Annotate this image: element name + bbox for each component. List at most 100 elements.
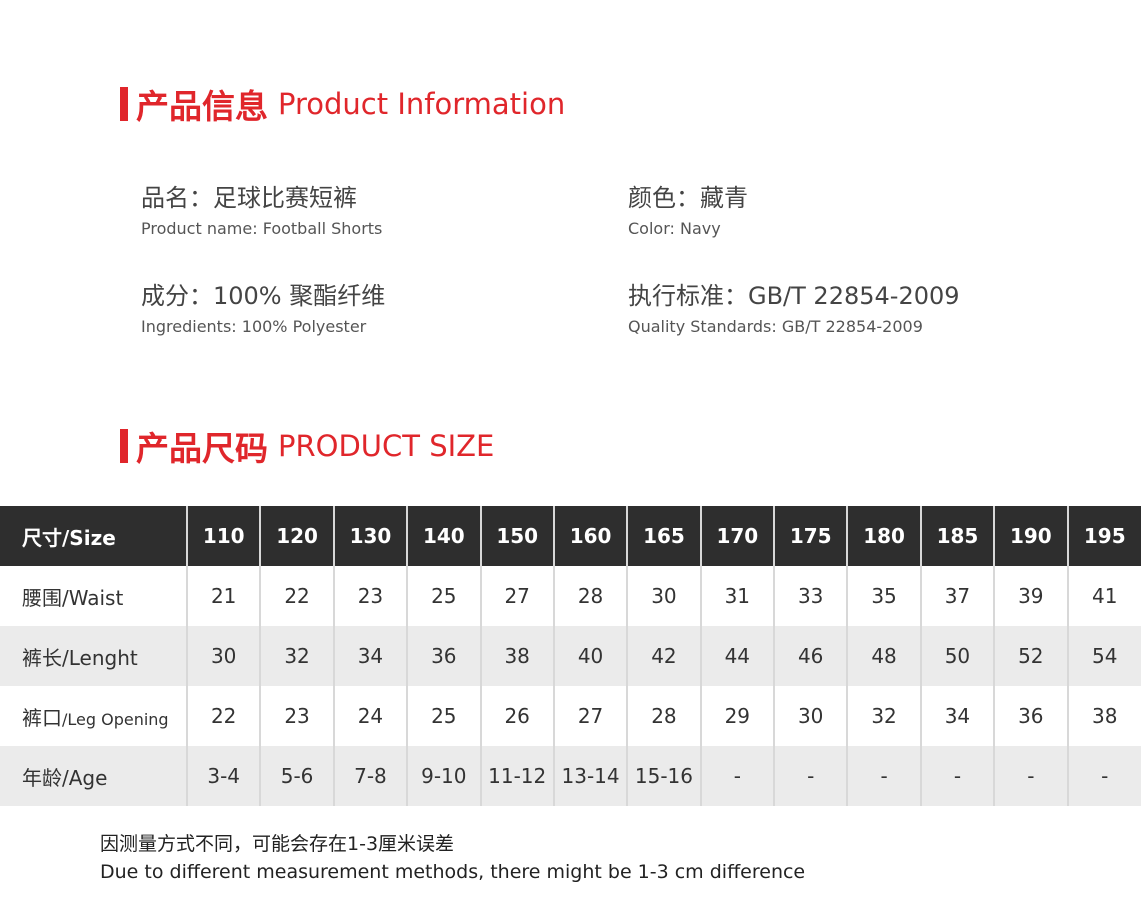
table-row: 裤长/Lenght 30 32 34 36 38 40 42 44 46 48 50 52 54 [0,626,1141,686]
table-cell: 37 [919,566,995,626]
row-label-en: /Waist [62,585,124,610]
row-label-cn: 腰围 [22,585,62,610]
table-cell: 38 [1066,686,1141,746]
heading-en: Product Information [278,87,566,121]
info-en: Quality Standards: GB/T 22854-2009 [628,317,923,336]
table-cell: 44 [699,626,774,686]
table-cell: 36 [993,686,1068,746]
row-label: 裤口/Leg Opening [0,686,187,746]
table-cell: 26 [479,686,554,746]
table-row: 年龄/Age 3-4 5-6 7-8 9-10 11-12 13-14 15-16- - - - - - [0,746,1141,806]
table-cell: - [919,746,995,806]
table-cell: 46 [772,626,848,686]
table-cell: 27 [552,686,628,746]
info-en: Product name: Football Shorts [141,219,383,238]
row-label-en: /Leg Opening [62,709,169,729]
header-size-160: 160 [552,506,628,566]
row-label-cn: 年龄 [22,765,62,790]
header-size-170: 170 [699,506,774,566]
info-en: Ingredients: 100% Polyester [141,317,367,336]
table-cell: 41 [1066,566,1141,626]
info-cn: 颜色：藏青 [628,184,748,212]
table-cell: 21 [185,566,261,626]
header-size-165: 165 [626,506,701,566]
table-cell: 54 [1066,626,1141,686]
table-cell: 22 [185,686,261,746]
header-size-195: 195 [1066,506,1141,566]
table-cell: 30 [626,566,701,626]
note-cn: 因测量方式不同，可能会存在1-3厘米误差 [100,833,455,855]
heading-en: PRODUCT SIZE [278,429,495,463]
info-ingredients: 成分：100% 聚酯纤维 Ingredients: 100% Polyester [141,276,385,336]
accent-bar [120,87,128,121]
header-size-190: 190 [993,506,1068,566]
row-label: 年龄/Age [0,746,187,806]
row-label-en: /Lenght [62,645,138,670]
table-header-row: 尺寸/Size 110 120 130 140 150 160 165 170 175 180 18… [0,506,1141,566]
table-cell: 23 [332,566,408,626]
table-cell: 24 [332,686,408,746]
row-label-cn: 裤口 [22,705,62,730]
table-cell: 42 [626,626,701,686]
table-cell: 39 [993,566,1068,626]
table-cell: 15-16 [626,746,701,806]
header-size-140: 140 [406,506,481,566]
table-cell: 34 [332,626,408,686]
row-label-en: /Age [62,765,108,790]
row-label: 裤长/Lenght [0,626,187,686]
table-cell: - [993,746,1068,806]
table-cell: 9-10 [406,746,481,806]
table-cell: 36 [406,626,481,686]
info-en: Color: Navy [628,219,721,238]
table-cell: 32 [846,686,921,746]
table-cell: 11-12 [479,746,554,806]
table-cell: 7-8 [332,746,408,806]
info-cn: 执行标准：GB/T 22854-2009 [628,282,960,310]
row-label-cn: 裤长 [22,645,62,670]
info-product-name: 品名：足球比赛短裤 Product name: Football Shorts [141,178,382,238]
table-cell: 40 [552,626,628,686]
heading-cn: 产品尺码 [136,429,268,468]
table-cell: 22 [259,566,334,626]
measurement-note: 因测量方式不同，可能会存在1-3厘米误差 Due to different me… [100,830,805,886]
header-size-110: 110 [185,506,261,566]
table-cell: - [699,746,774,806]
table-cell: 5-6 [259,746,334,806]
table-cell: 52 [993,626,1068,686]
info-cn: 成分：100% 聚酯纤维 [141,282,386,310]
table-row: 腰围/Waist 21 22 23 25 27 28 30 31 33 35 37 39 41 [0,566,1141,626]
product-size-heading: 产品尺码 PRODUCT SIZE [120,422,494,470]
table-cell: 25 [406,686,481,746]
table-cell: 50 [919,626,995,686]
header-size-175: 175 [772,506,848,566]
table-cell: - [846,746,921,806]
info-cn: 品名：足球比赛短裤 [141,184,357,212]
table-cell: 35 [846,566,921,626]
heading-cn: 产品信息 [136,87,268,126]
table-cell: 30 [185,626,261,686]
product-info-heading: 产品信息 Product Information [120,80,565,128]
table-cell: 13-14 [552,746,628,806]
accent-bar [120,429,128,463]
table-cell: 38 [479,626,554,686]
header-size-120: 120 [259,506,334,566]
table-cell: 3-4 [185,746,261,806]
row-label: 腰围/Waist [0,566,187,626]
table-cell: 34 [919,686,995,746]
info-color: 颜色：藏青 Color: Navy [628,178,748,238]
table-cell: 29 [699,686,774,746]
table-cell: 28 [626,686,701,746]
table-cell: 30 [772,686,848,746]
header-size-180: 180 [846,506,921,566]
size-table: 尺寸/Size 110 120 130 140 150 160 165 170 175 180 18… [0,506,1141,806]
table-cell: 25 [406,566,481,626]
table-cell: 27 [479,566,554,626]
header-size: 尺寸/Size [0,506,187,566]
table-cell: 31 [699,566,774,626]
table-cell: 28 [552,566,628,626]
header-size-150: 150 [479,506,554,566]
info-standards: 执行标准：GB/T 22854-2009 Quality Standards: G… [628,276,960,336]
table-cell: 32 [259,626,334,686]
table-row: 裤口/Leg Opening 22 23 24 25 26 27 28 29 30 32 34 36 38 [0,686,1141,746]
header-size-185: 185 [919,506,995,566]
